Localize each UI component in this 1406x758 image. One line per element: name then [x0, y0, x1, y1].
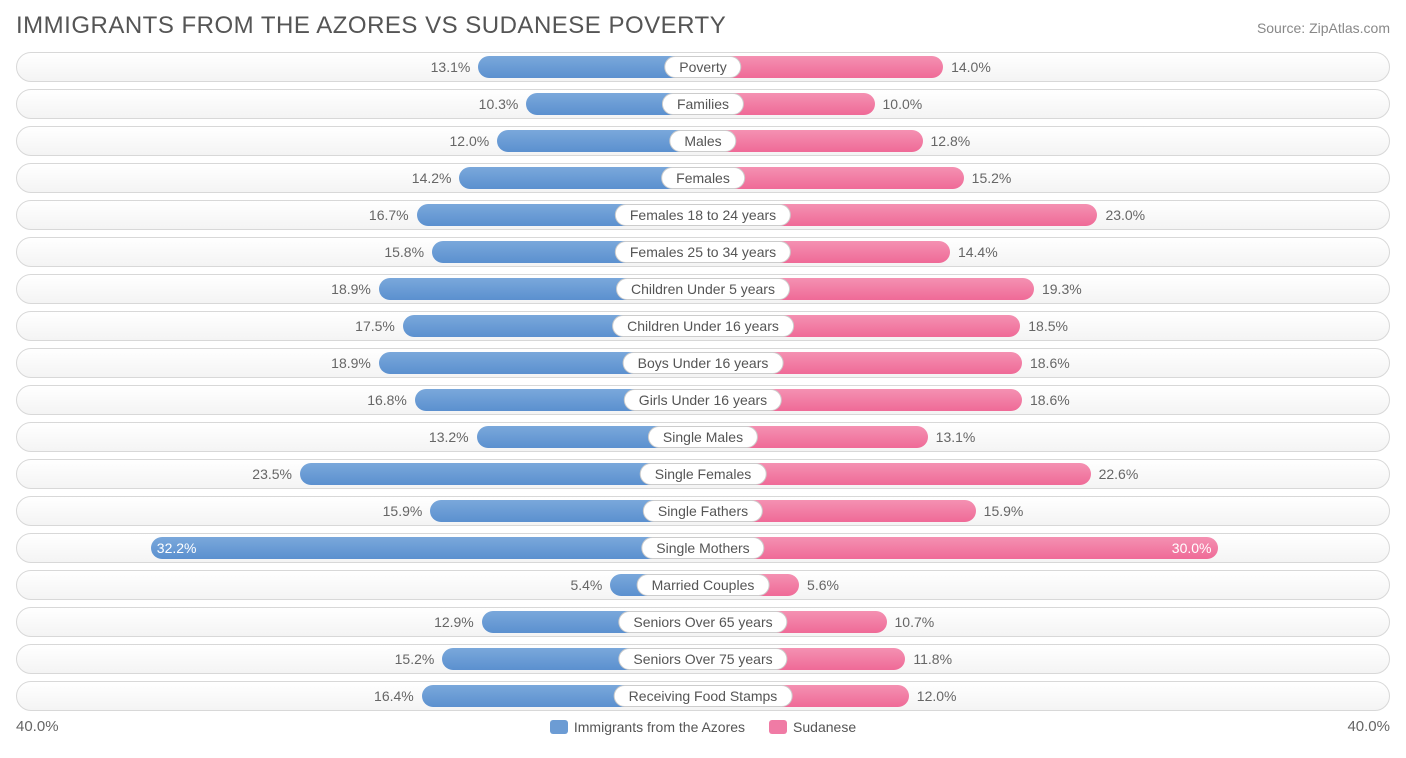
value-label-right: 10.0% — [883, 96, 923, 112]
category-label: Receiving Food Stamps — [614, 685, 793, 707]
chart-legend: Immigrants from the Azores Sudanese — [550, 719, 856, 735]
legend-item-right: Sudanese — [769, 719, 856, 735]
value-label-right: 30.0% — [1172, 540, 1212, 556]
value-label-left: 16.4% — [374, 688, 414, 704]
chart-row: 18.9% 18.6% Boys Under 16 years — [16, 348, 1390, 378]
axis-max-right: 40.0% — [1347, 718, 1390, 735]
value-label-left: 15.2% — [395, 651, 435, 667]
chart-row: 5.4% 5.6% Married Couples — [16, 570, 1390, 600]
legend-swatch-left — [550, 720, 568, 734]
chart-source: Source: ZipAtlas.com — [1257, 20, 1390, 36]
category-label: Seniors Over 65 years — [618, 611, 787, 633]
category-label: Single Males — [648, 426, 758, 448]
value-label-right: 23.0% — [1105, 207, 1145, 223]
chart-area: 13.1% 14.0% Poverty 10.3% 10.0% Families 12.0%… — [16, 52, 1390, 711]
chart-row: 10.3% 10.0% Families — [16, 89, 1390, 119]
chart-row: 13.2% 13.1% Single Males — [16, 422, 1390, 452]
value-label-right: 14.0% — [951, 59, 991, 75]
bar-right: 30.0% — [703, 537, 1218, 559]
category-label: Single Mothers — [641, 537, 764, 559]
chart-row: 16.8% 18.6% Girls Under 16 years — [16, 385, 1390, 415]
legend-item-left: Immigrants from the Azores — [550, 719, 745, 735]
category-label: Children Under 16 years — [612, 315, 794, 337]
value-label-left: 13.1% — [431, 59, 471, 75]
value-label-right: 11.8% — [913, 651, 952, 667]
value-label-left: 5.4% — [570, 577, 602, 593]
chart-row: 15.8% 14.4% Females 25 to 34 years — [16, 237, 1390, 267]
chart-row: 32.2% 30.0% Single Mothers — [16, 533, 1390, 563]
chart-row: 23.5% 22.6% Single Females — [16, 459, 1390, 489]
category-label: Single Females — [640, 463, 767, 485]
value-label-left: 16.8% — [367, 392, 407, 408]
value-label-left: 18.9% — [331, 355, 371, 371]
value-label-right: 14.4% — [958, 244, 998, 260]
category-label: Seniors Over 75 years — [618, 648, 787, 670]
category-label: Males — [669, 130, 736, 152]
chart-row: 16.4% 12.0% Receiving Food Stamps — [16, 681, 1390, 711]
category-label: Girls Under 16 years — [624, 389, 782, 411]
category-label: Families — [662, 93, 744, 115]
category-label: Married Couples — [637, 574, 770, 596]
legend-swatch-right — [769, 720, 787, 734]
chart-row: 18.9% 19.3% Children Under 5 years — [16, 274, 1390, 304]
category-label: Children Under 5 years — [616, 278, 790, 300]
value-label-left: 17.5% — [355, 318, 395, 334]
chart-row: 16.7% 23.0% Females 18 to 24 years — [16, 200, 1390, 230]
value-label-right: 10.7% — [895, 614, 935, 630]
value-label-left: 12.0% — [450, 133, 490, 149]
category-label: Boys Under 16 years — [623, 352, 784, 374]
chart-row: 14.2% 15.2% Females — [16, 163, 1390, 193]
value-label-left: 15.8% — [384, 244, 424, 260]
axis-max-left: 40.0% — [16, 718, 59, 735]
value-label-right: 12.8% — [931, 133, 971, 149]
category-label: Single Fathers — [643, 500, 763, 522]
value-label-right: 18.6% — [1030, 355, 1070, 371]
value-label-right: 5.6% — [807, 577, 839, 593]
category-label: Poverty — [664, 56, 741, 78]
value-label-right: 18.6% — [1030, 392, 1070, 408]
value-label-left: 15.9% — [383, 503, 423, 519]
value-label-right: 12.0% — [917, 688, 957, 704]
value-label-left: 32.2% — [157, 540, 197, 556]
value-label-right: 19.3% — [1042, 281, 1082, 297]
value-label-left: 13.2% — [429, 429, 469, 445]
chart-row: 15.9% 15.9% Single Fathers — [16, 496, 1390, 526]
chart-row: 13.1% 14.0% Poverty — [16, 52, 1390, 82]
category-label: Females 25 to 34 years — [615, 241, 791, 263]
value-label-left: 10.3% — [479, 96, 519, 112]
category-label: Females — [661, 167, 745, 189]
legend-label-right: Sudanese — [793, 719, 856, 735]
value-label-left: 12.9% — [434, 614, 474, 630]
chart-footer: 40.0% Immigrants from the Azores Sudanes… — [16, 718, 1390, 735]
bar-left: 32.2% — [151, 537, 703, 559]
chart-row: 12.0% 12.8% Males — [16, 126, 1390, 156]
value-label-left: 14.2% — [412, 170, 452, 186]
legend-label-left: Immigrants from the Azores — [574, 719, 745, 735]
value-label-right: 22.6% — [1099, 466, 1139, 482]
value-label-left: 16.7% — [369, 207, 409, 223]
value-label-right: 15.2% — [972, 170, 1012, 186]
value-label-left: 18.9% — [331, 281, 371, 297]
value-label-right: 18.5% — [1028, 318, 1068, 334]
chart-row: 15.2% 11.8% Seniors Over 75 years — [16, 644, 1390, 674]
value-label-left: 23.5% — [252, 466, 292, 482]
chart-title: IMMIGRANTS FROM THE AZORES VS SUDANESE P… — [16, 12, 726, 40]
chart-row: 17.5% 18.5% Children Under 16 years — [16, 311, 1390, 341]
chart-header: IMMIGRANTS FROM THE AZORES VS SUDANESE P… — [16, 12, 1390, 40]
chart-row: 12.9% 10.7% Seniors Over 65 years — [16, 607, 1390, 637]
category-label: Females 18 to 24 years — [615, 204, 791, 226]
value-label-right: 13.1% — [936, 429, 976, 445]
value-label-right: 15.9% — [984, 503, 1024, 519]
